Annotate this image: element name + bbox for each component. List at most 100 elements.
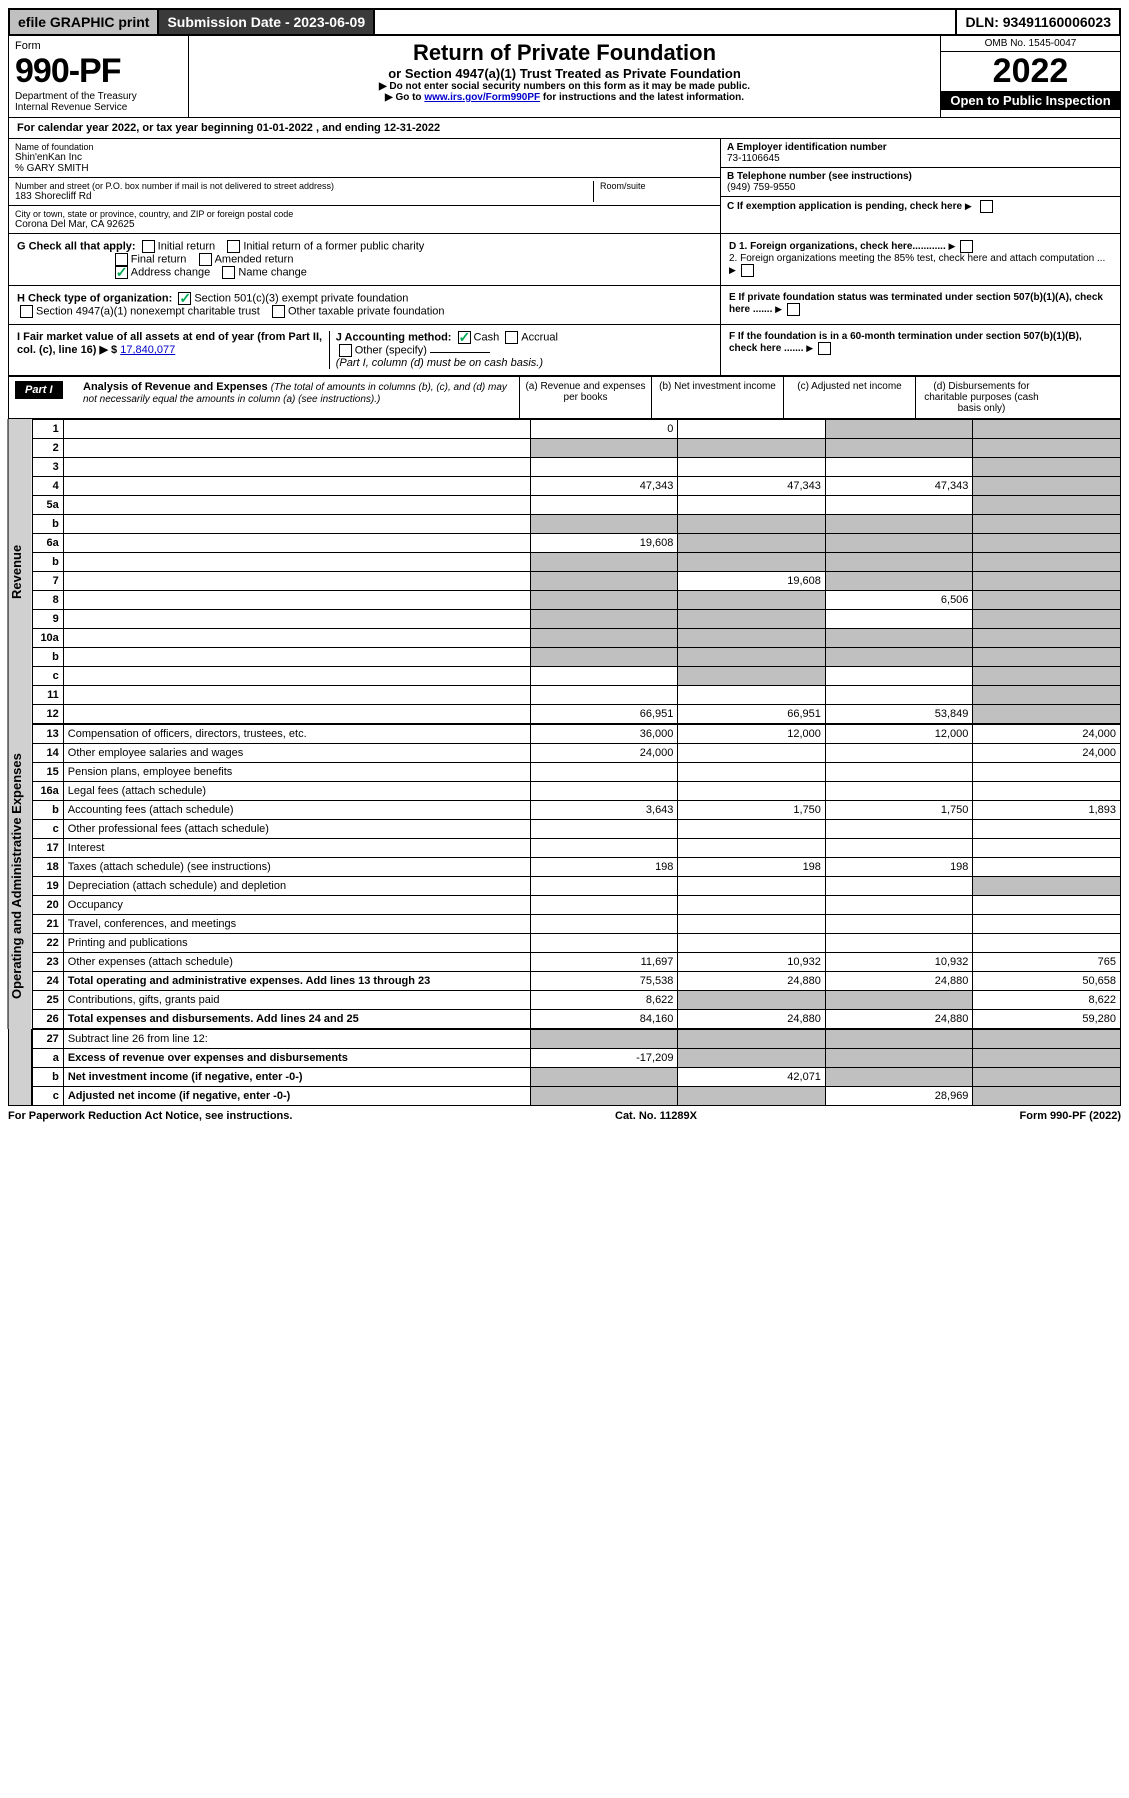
bottom-block: 27Subtract line 26 from line 12:aExcess … [8,1029,1121,1106]
j-other-input[interactable] [430,352,490,353]
irs-link[interactable]: www.irs.gov/Form990PF [424,92,540,103]
col-c-amount: 1,750 [825,801,973,820]
line-desc: Depreciation (attach schedule) and deple… [63,877,530,896]
g-initial-checkbox[interactable] [142,240,155,253]
col-a-amount: 66,951 [530,705,678,724]
footer-mid: Cat. No. 11289X [615,1110,697,1122]
col-d-amount: 1,893 [973,801,1121,820]
col-a-amount [530,686,678,705]
g-initial-pub-checkbox[interactable] [227,240,240,253]
col-b-amount [678,877,826,896]
col-b-amount [678,667,826,686]
foundation-name: Shin'enKan Inc [15,152,714,163]
line-desc [63,553,530,572]
j-cash-checkbox[interactable] [458,331,471,344]
exemption-label: C If exemption application is pending, c… [727,201,962,212]
col-a-amount: 47,343 [530,477,678,496]
table-row: 9 [32,610,1120,629]
col-b-amount [678,458,826,477]
col-c-amount [825,839,973,858]
h-opt2: Section 4947(a)(1) nonexempt charitable … [36,305,260,317]
expenses-side-label: Operating and Administrative Expenses [8,724,32,1029]
j-accrual-checkbox[interactable] [505,331,518,344]
efile-label: efile GRAPHIC print [10,10,159,34]
table-row: 22Printing and publications [32,934,1120,953]
col-c-amount [825,515,973,534]
line-desc: Taxes (attach schedule) (see instruction… [63,858,530,877]
table-row: cAdjusted net income (if negative, enter… [32,1087,1120,1106]
line-number: 11 [32,686,63,705]
table-row: aExcess of revenue over expenses and dis… [32,1049,1120,1068]
line-number: 5a [32,496,63,515]
g-address-checkbox[interactable] [115,266,128,279]
col-a-amount [530,782,678,801]
exemption-checkbox[interactable] [980,200,993,213]
col-b-amount [678,534,826,553]
j-other-checkbox[interactable] [339,344,352,357]
h-501c3-checkbox[interactable] [178,292,191,305]
col-d-amount [973,534,1121,553]
line-desc [63,572,530,591]
line-number: 9 [32,610,63,629]
line-number: 16a [32,782,63,801]
line-number: 18 [32,858,63,877]
col-c-amount [825,420,973,439]
table-row: 86,506 [32,591,1120,610]
i-value[interactable]: 17,840,077 [120,344,175,356]
expenses-block: Operating and Administrative Expenses 13… [8,724,1121,1029]
e-checkbox[interactable] [787,303,800,316]
col-d-amount [973,420,1121,439]
d1-checkbox[interactable] [960,240,973,253]
col-a-amount [530,610,678,629]
g-opt-2: Final return [131,253,187,265]
col-d-amount [973,896,1121,915]
col-a-amount: 11,697 [530,953,678,972]
line-number: 21 [32,915,63,934]
col-b-amount: 19,608 [678,572,826,591]
line-desc [63,458,530,477]
bottom-side [8,1029,32,1106]
col-d-amount [973,610,1121,629]
name-label: Name of foundation [15,142,714,152]
table-row: cOther professional fees (attach schedul… [32,820,1120,839]
col-a-amount [530,1068,678,1087]
line-desc [63,591,530,610]
col-d-amount [973,858,1121,877]
part1-header: Part I Analysis of Revenue and Expenses … [8,376,1121,419]
line-number: c [32,1087,63,1106]
line-number: 2 [32,439,63,458]
col-b-amount: 42,071 [678,1068,826,1087]
col-d-amount [973,553,1121,572]
col-b-amount [678,839,826,858]
g-name-checkbox[interactable] [222,266,235,279]
col-a-amount [530,515,678,534]
h-checks: H Check type of organization: Section 50… [9,286,720,324]
f-checkbox[interactable] [818,342,831,355]
line-number: 20 [32,896,63,915]
calendar-year-row: For calendar year 2022, or tax year begi… [8,118,1121,139]
col-a-amount [530,934,678,953]
h-other-checkbox[interactable] [272,305,285,318]
col-b-amount [678,496,826,515]
h-4947-checkbox[interactable] [20,305,33,318]
col-b-amount: 24,880 [678,972,826,991]
line-number: b [32,1068,63,1087]
j-accrual: Accrual [521,331,558,343]
f-label: F If the foundation is in a 60-month ter… [729,331,1082,354]
col-d-amount [973,458,1121,477]
d2-checkbox[interactable] [741,264,754,277]
col-d-amount [973,591,1121,610]
line-desc: Travel, conferences, and meetings [63,915,530,934]
col-a-amount: 75,538 [530,972,678,991]
col-b-amount [678,686,826,705]
city-value: Corona Del Mar, CA 92625 [15,219,714,230]
col-b-amount: 47,343 [678,477,826,496]
table-row: b [32,515,1120,534]
line-desc: Pension plans, employee benefits [63,763,530,782]
g-label: G Check all that apply: [17,240,136,252]
g-amended-checkbox[interactable] [199,253,212,266]
col-c-amount [825,1068,973,1087]
d2-label: 2. Foreign organizations meeting the 85%… [729,253,1105,264]
line-desc: Legal fees (attach schedule) [63,782,530,801]
table-row: 5a [32,496,1120,515]
